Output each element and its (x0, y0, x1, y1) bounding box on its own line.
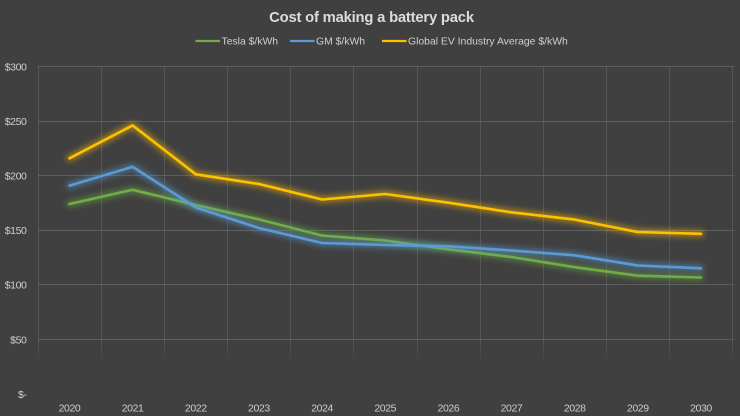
svg-text:2030: 2030 (690, 403, 712, 415)
svg-text:2021: 2021 (122, 403, 144, 415)
svg-text:Cost of making a battery pack: Cost of making a battery pack (269, 10, 475, 26)
svg-text:2027: 2027 (501, 403, 523, 415)
svg-text:2028: 2028 (564, 403, 586, 415)
svg-text:$100: $100 (5, 280, 27, 292)
svg-text:GM $/kWh: GM $/kWh (316, 36, 365, 47)
svg-text:Tesla $/kWh: Tesla $/kWh (222, 36, 279, 47)
svg-text:$50: $50 (10, 334, 27, 346)
svg-text:$250: $250 (5, 116, 27, 128)
svg-text:2025: 2025 (374, 403, 396, 415)
svg-text:2022: 2022 (185, 403, 207, 415)
svg-text:2023: 2023 (248, 403, 270, 415)
svg-text:2024: 2024 (311, 403, 333, 415)
svg-text:$150: $150 (5, 225, 27, 237)
svg-text:$200: $200 (5, 171, 27, 183)
svg-text:$300: $300 (5, 61, 27, 73)
svg-text:2029: 2029 (627, 403, 649, 415)
svg-text:2020: 2020 (59, 403, 81, 415)
svg-text:$-: $- (18, 389, 27, 401)
svg-text:2026: 2026 (438, 403, 460, 415)
svg-text:Global EV Industry Average $/k: Global EV Industry Average $/kWh (408, 36, 568, 47)
